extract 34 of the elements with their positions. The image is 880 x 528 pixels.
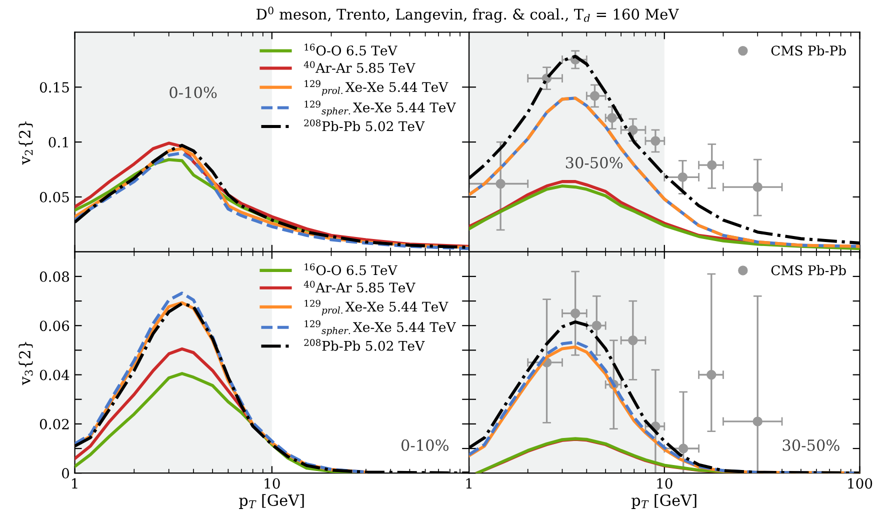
- x-axis-title: p$_{T}$ [GeV]: [239, 494, 304, 509]
- y-tick-label: 0.04: [40, 370, 70, 380]
- y-tick-label: 0.05: [40, 192, 69, 202]
- legend-label: $^{129}$$_{prol.}$Xe-Xe 5.44 TeV: [304, 300, 448, 316]
- annotation: 0-10%: [170, 86, 217, 98]
- y-tick-label: 0.15: [40, 82, 69, 93]
- y-tick-label: 0: [62, 468, 70, 479]
- legend-label: $^{208}$Pb-Pb 5.02 TeV: [304, 119, 425, 132]
- y-tick-label: 0.1: [48, 137, 68, 148]
- legend-label: $^{129}$$_{spher.}$Xe-Xe 5.44 TeV: [304, 320, 456, 336]
- legend-label: $^{129}$$_{spher.}$Xe-Xe 5.44 TeV: [304, 100, 456, 116]
- x-tick-label: 100: [848, 478, 872, 489]
- annotation: 0-10%: [401, 439, 448, 451]
- legend-label: CMS Pb-Pb: [771, 45, 846, 56]
- legend-label: $^{40}$Ar-Ar 5.85 TeV: [304, 280, 416, 293]
- legend-label: $^{129}$$_{prol.}$Xe-Xe 5.44 TeV: [304, 80, 448, 96]
- x-tick-label: 1: [72, 478, 78, 489]
- legend-label: $^{16}$O-O 6.5 TeV: [304, 44, 398, 56]
- y-tick-label: 0.08: [40, 271, 70, 282]
- y-tick-label: 0.06: [40, 320, 70, 332]
- y-axis-title: v$_{2}${2}: [18, 121, 33, 165]
- legend-label: $^{40}$Ar-Ar 5.85 TeV: [304, 61, 416, 73]
- annotation: 30-50%: [566, 156, 623, 168]
- x-axis-title: p$_{T}$ [GeV]: [632, 494, 696, 509]
- x-tick-label: 1: [466, 478, 472, 489]
- legend-label: $^{208}$Pb-Pb 5.02 TeV: [304, 339, 425, 351]
- y-tick-label: 0.02: [40, 418, 69, 430]
- y-axis-title: v$_{3}${2}: [18, 342, 33, 386]
- x-tick-label: 10: [264, 478, 280, 489]
- legend-label: CMS Pb-Pb: [771, 265, 846, 276]
- chart-title: D$^{0}$ meson, Trento, Langevin, frag. & coal., T$_{d}$ = 160 MeV: [256, 6, 679, 23]
- legend-label: $^{16}$O-O 6.5 TeV: [304, 263, 398, 276]
- x-tick-label: 10: [657, 478, 672, 489]
- annotation: 30-50%: [782, 439, 840, 451]
